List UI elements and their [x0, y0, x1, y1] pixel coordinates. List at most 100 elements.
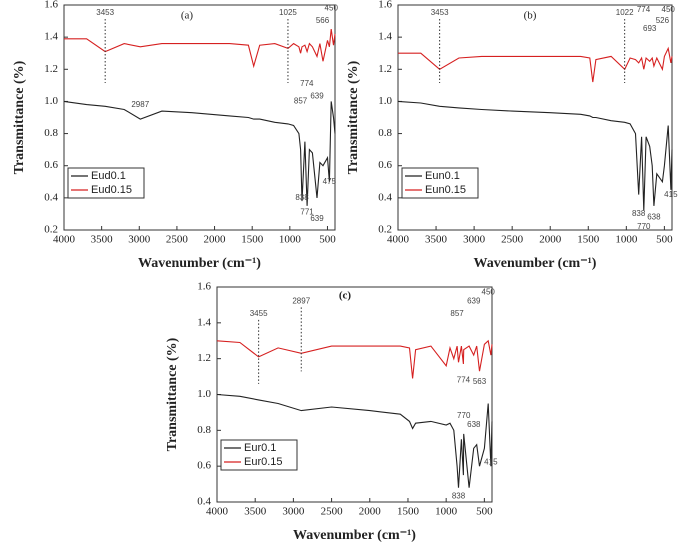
legend-box — [220, 439, 298, 471]
y-tick-label: 0.6 — [197, 460, 211, 472]
y-tick-label: 0.4 — [44, 191, 58, 203]
y-tick-label: 1.2 — [44, 63, 58, 75]
x-tick-label: 4000 — [53, 234, 76, 246]
y-tick-label: 1.6 — [44, 0, 58, 11]
peak-label: 771 — [300, 207, 314, 216]
x-tick-label: 2000 — [359, 506, 382, 518]
y-tick-label: 0.2 — [44, 224, 58, 236]
spectrum-line — [63, 100, 336, 206]
x-tick-label: 3000 — [128, 234, 151, 246]
y-tick-label: 1.6 — [197, 281, 211, 293]
peak-label: 3455 — [250, 309, 268, 318]
x-tick-label: 2000 — [539, 234, 562, 246]
x-tick-label: 2000 — [204, 234, 227, 246]
spectrum-line — [216, 393, 493, 488]
peak-label: 638 — [467, 420, 481, 429]
peak-label: 857 — [294, 97, 308, 106]
x-tick-label: 3500 — [91, 234, 114, 246]
peak-label: 693 — [643, 24, 657, 33]
peak-label: 770 — [457, 411, 471, 420]
y-tick-label: 0.4 — [197, 496, 211, 508]
peak-label: 838 — [295, 193, 309, 202]
y-tick-label: 0.2 — [378, 224, 392, 236]
y-tick-label: 0.8 — [378, 127, 392, 139]
x-tick-label: 4000 — [206, 506, 229, 518]
peak-label: 774 — [637, 5, 651, 14]
y-tick-label: 1.4 — [378, 31, 392, 43]
legend-box — [67, 167, 145, 199]
y-tick-label: 1.0 — [44, 95, 58, 107]
x-tick-label: 1500 — [577, 234, 600, 246]
spectrum-line — [397, 100, 673, 211]
y-tick-label: 1.0 — [197, 388, 211, 400]
x-tick-label: 3500 — [244, 506, 267, 518]
y-tick-label: 0.8 — [44, 127, 58, 139]
legend-label: Eud0.15 — [91, 184, 132, 196]
y-axis-label: Transmittance (%) — [165, 337, 180, 451]
legend-label: Eur0.15 — [244, 456, 283, 468]
x-axis-label: Wavenumber (cm⁻¹) — [138, 256, 261, 271]
x-axis-label: Wavenumber (cm⁻¹) — [474, 256, 597, 271]
peak-label: 450 — [662, 5, 676, 14]
peak-label: 639 — [467, 296, 481, 305]
panel-title: (b) — [524, 10, 537, 22]
peak-label: 475 — [323, 177, 337, 186]
y-tick-label: 0.6 — [378, 159, 392, 171]
peak-label: 774 — [300, 79, 314, 88]
peak-label: 838 — [632, 209, 646, 218]
x-tick-label: 1500 — [397, 506, 420, 518]
y-tick-label: 1.2 — [197, 352, 211, 364]
peak-label: 770 — [637, 222, 651, 231]
peak-label: 2897 — [292, 296, 310, 305]
y-tick-label: 1.2 — [378, 63, 392, 75]
peak-label: 415 — [484, 458, 498, 467]
peak-label: 857 — [450, 309, 464, 318]
x-tick-label: 1500 — [241, 234, 264, 246]
peak-label: 1022 — [616, 8, 634, 17]
y-tick-label: 0.8 — [197, 424, 211, 436]
peak-label: 450 — [325, 3, 339, 12]
x-tick-label: 1000 — [435, 506, 458, 518]
x-tick-label: 500 — [476, 506, 493, 518]
x-tick-label: 2500 — [166, 234, 189, 246]
peak-label: 638 — [647, 212, 661, 221]
peak-label: 415 — [664, 190, 678, 199]
y-axis-label: Transmittance (%) — [12, 60, 27, 174]
peak-label: 3453 — [431, 8, 449, 17]
plot-frame — [63, 4, 336, 231]
x-tick-label: 500 — [319, 234, 336, 246]
spectrum-line — [216, 339, 493, 379]
x-tick-label: 1000 — [279, 234, 302, 246]
plot-frame — [397, 4, 673, 231]
peak-label: 2987 — [131, 100, 149, 109]
panel-title: (a) — [181, 10, 194, 22]
legend-label: Eud0.1 — [91, 170, 126, 182]
legend-box — [401, 167, 479, 199]
spectrum-line — [398, 46, 673, 83]
peak-label: 1025 — [279, 8, 297, 17]
legend-label: Eun0.15 — [425, 184, 466, 196]
y-tick-label: 1.6 — [378, 0, 392, 11]
x-tick-label: 3000 — [282, 506, 305, 518]
legend-label: Eun0.1 — [425, 170, 460, 182]
y-tick-label: 1.4 — [44, 31, 58, 43]
peak-label: 774 — [457, 375, 471, 384]
x-tick-label: 1000 — [615, 234, 638, 246]
x-tick-label: 2500 — [321, 506, 344, 518]
peak-label: 566 — [316, 16, 330, 25]
y-tick-label: 0.6 — [44, 159, 58, 171]
x-tick-label: 3500 — [425, 234, 448, 246]
y-tick-label: 0.4 — [378, 191, 392, 203]
x-tick-label: 3000 — [463, 234, 486, 246]
peak-label: 639 — [310, 214, 324, 223]
x-axis-label: Wavenumber (cm⁻¹) — [293, 528, 416, 543]
y-tick-label: 1.0 — [378, 95, 392, 107]
y-tick-label: 1.4 — [197, 316, 211, 328]
peak-label: 3453 — [96, 8, 114, 17]
panel-title: (c) — [339, 290, 352, 302]
peak-label: 563 — [473, 377, 487, 386]
peak-label: 450 — [482, 287, 496, 296]
y-axis-label: Transmittance (%) — [346, 60, 361, 174]
legend-label: Eur0.1 — [244, 442, 276, 454]
